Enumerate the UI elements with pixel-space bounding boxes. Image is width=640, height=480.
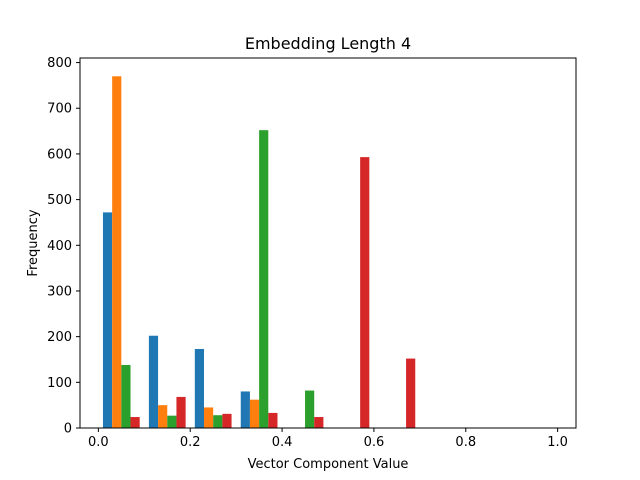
histogram-bar [314, 417, 324, 428]
x-tick-label: 1.0 [547, 435, 568, 450]
y-tick-label: 100 [47, 376, 72, 391]
x-tick-label: 0.2 [180, 435, 201, 450]
histogram-bar [204, 407, 214, 428]
histogram-bar [360, 157, 370, 428]
y-tick-label: 700 [47, 102, 72, 117]
histogram-bar [406, 358, 416, 428]
histogram-bar [259, 130, 269, 428]
histogram-bar [102, 212, 113, 428]
y-tick-label: 400 [47, 239, 72, 254]
x-tick-label: 0.4 [272, 435, 293, 450]
histogram-bar [148, 335, 159, 428]
y-axis-label: Frequency [26, 209, 41, 276]
y-tick-label: 800 [47, 56, 72, 71]
histogram-bar [158, 405, 168, 428]
histogram-bar [130, 417, 140, 428]
chart-title: Embedding Length 4 [245, 34, 411, 53]
y-tick-label: 500 [47, 193, 72, 208]
histogram-bar [176, 396, 186, 428]
x-axis-ticks: 0.0 0.2 0.4 0.6 0.8 1.0 [88, 428, 568, 450]
y-tick-label: 0 [64, 422, 72, 437]
y-tick-label: 200 [47, 330, 72, 345]
plot-frame [79, 57, 577, 429]
histogram-bar [167, 415, 177, 428]
histogram-bar [249, 399, 260, 428]
histogram-bar [240, 391, 250, 428]
histogram-bar [305, 390, 315, 428]
x-axis-label: Vector Component Value [248, 457, 409, 472]
x-tick-label: 0.8 [455, 435, 476, 450]
histogram-bar [194, 348, 204, 428]
y-tick-label: 600 [47, 147, 72, 162]
histogram-bar [121, 364, 131, 428]
histogram-bar [268, 412, 278, 428]
histogram-bar [222, 413, 232, 428]
x-tick-label: 0.6 [364, 435, 385, 450]
x-tick-label: 0.0 [88, 435, 109, 450]
histogram-bar [213, 415, 223, 428]
y-tick-label: 300 [47, 284, 72, 299]
bars-layer [102, 76, 416, 428]
histogram-bar [112, 76, 122, 428]
y-axis-ticks: 0 100 200 300 400 500 600 700 800 [47, 56, 80, 437]
